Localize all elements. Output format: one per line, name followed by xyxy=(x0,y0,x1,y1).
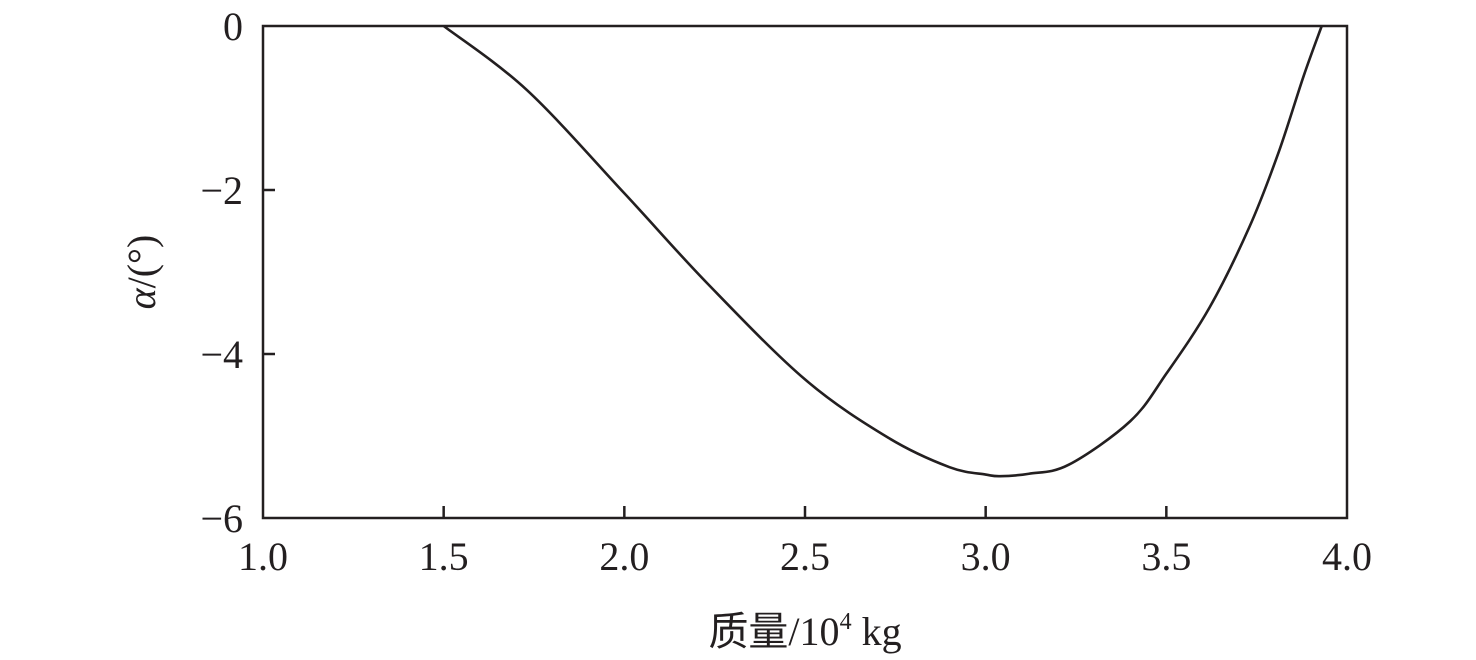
y-tick-label: 0 xyxy=(223,4,243,49)
y-tick-label: −6 xyxy=(200,496,243,541)
x-tick-label: 2.5 xyxy=(780,534,830,579)
x-tick-label: 3.5 xyxy=(1141,534,1191,579)
x-axis-label: 质量/104 kg xyxy=(708,609,901,654)
x-tick-label: 4.0 xyxy=(1322,534,1372,579)
x-tick-label: 1.5 xyxy=(419,534,469,579)
x-tick-label: 3.0 xyxy=(961,534,1011,579)
y-tick-label: −4 xyxy=(200,332,243,377)
series-line xyxy=(442,24,1323,478)
x-tick-label: 1.0 xyxy=(238,534,288,579)
y-axis-label: α/(°) xyxy=(119,235,164,310)
x-tick-label: 2.0 xyxy=(599,534,649,579)
y-tick-label: −2 xyxy=(200,168,243,213)
plot-frame xyxy=(261,24,1349,520)
